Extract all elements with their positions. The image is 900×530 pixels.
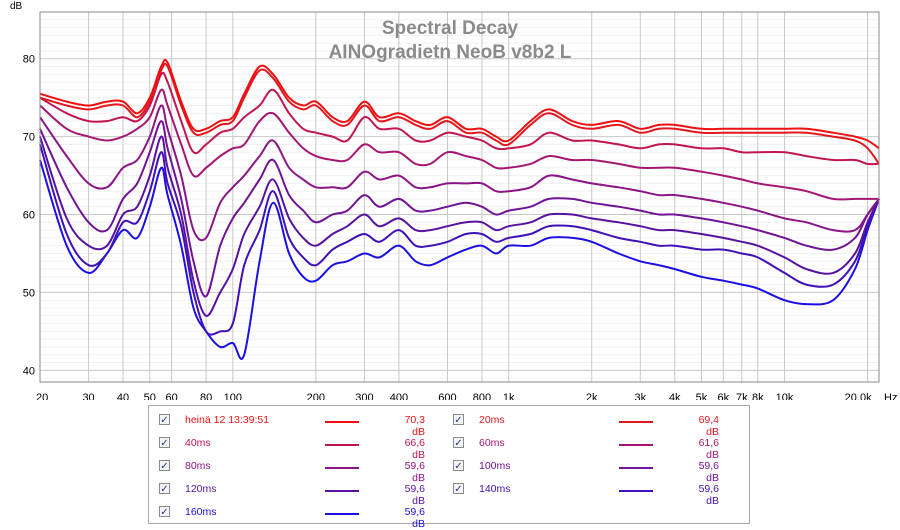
legend-line-swatch [325,513,359,515]
legend-label: 40ms [185,437,211,449]
legend-item: ✓ 80ms 59,6 dB [159,457,459,484]
legend-panel: ✓ heinä 12 13:39:51 70,3 dB ✓ 20ms 69,4 dB ✓ 40… [148,405,753,530]
legend-checkbox[interactable]: ✓ [159,437,170,449]
series-layer [39,11,880,383]
chart-title: Spectral Decay [382,18,519,39]
x-tick-label: 80 [200,392,212,400]
x-axis-label: Hz [884,392,897,400]
chart-subtitle: AINOgradietn NeoB v8b2 L [329,42,572,63]
series-line [39,144,880,336]
legend-item: ✓ 60ms 61,6 dB [453,434,753,461]
legend-item: ✓ 40ms 66,6 dB [159,434,459,461]
legend-item: ✓ 120ms 59,6 dB [159,480,459,507]
x-tick-label: 600 [438,392,456,400]
legend-line-swatch [619,421,653,423]
plot-border [39,11,880,383]
series-line [39,62,880,165]
x-tick-label: 60 [165,392,177,400]
series-line [39,135,880,317]
legend-checkbox[interactable]: ✓ [453,460,464,472]
legend-label: 80ms [185,460,211,472]
legend-value: 59,6 dB [698,460,719,484]
y-axis: dB 40 50 60 70 80 [10,1,35,377]
legend-value: 70,3 dB [404,414,425,438]
legend-item: ✓ 20ms 69,4 dB [453,411,753,438]
legend-line-swatch [325,490,359,492]
legend-label: 20ms [479,414,505,426]
legend-line-swatch [325,467,359,469]
legend-line-swatch [325,421,359,423]
legend-checkbox[interactable]: ✓ [453,437,464,449]
series-line [39,120,880,298]
y-tick-label: 50 [23,287,35,299]
legend-item: ✓ 160ms 59,6 dB [159,503,459,530]
x-tick-label: 6k [718,392,730,400]
series-line [39,159,880,360]
legend-label: 160ms [185,506,217,518]
legend-label: 100ms [479,460,511,472]
legend-label: 120ms [185,483,217,495]
y-axis-label: dB [10,1,23,12]
series-line [39,58,880,150]
x-tick-label: 300 [355,392,373,400]
x-tick-label: 100 [224,392,242,400]
x-tick-label: 2k [586,392,598,400]
x-axis: Hz 20 30 40 50 60 80 100 200 300 400 600 800 1k 2k 3k 4… [36,392,897,400]
legend-item: ✓ heinä 12 13:39:51 70,3 dB [159,411,459,438]
legend-label: 60ms [479,437,505,449]
x-tick-label: 800 [473,392,491,400]
legend-checkbox[interactable]: ✓ [159,483,170,495]
x-tick-label: 20,0k [845,392,872,400]
legend-checkbox[interactable]: ✓ [453,414,464,426]
legend-label: 140ms [479,483,511,495]
legend-value: 66,6 dB [404,437,425,461]
legend-checkbox[interactable]: ✓ [159,460,170,472]
x-tick-label: 20 [36,392,48,400]
legend-value: 59,6 dB [404,483,425,507]
legend-line-swatch [619,467,653,469]
y-tick-label: 60 [23,210,35,222]
legend-checkbox[interactable]: ✓ [159,414,170,426]
x-tick-label: 7k [736,392,748,400]
legend-item: ✓ 100ms 59,6 dB [453,457,753,484]
legend-value: 59,6 dB [404,460,425,484]
chart-title-group: Spectral Decay AINOgradietn NeoB v8b2 L [329,18,572,63]
x-tick-label: 50 [144,392,156,400]
major-grid [39,12,879,382]
x-tick-label: 5k [696,392,708,400]
legend-checkbox[interactable]: ✓ [453,483,464,495]
x-tick-label: 200 [307,392,325,400]
y-tick-label: 80 [23,54,35,66]
legend-line-swatch [619,444,653,446]
legend-value: 69,4 dB [698,414,719,438]
x-tick-label: 3k [634,392,646,400]
legend-line-swatch [325,444,359,446]
x-tick-label: 40 [117,392,129,400]
x-tick-label: 4k [669,392,681,400]
plot-area [39,11,880,383]
y-tick-label: 70 [23,132,35,144]
series-line [39,88,879,201]
x-tick-label: 400 [390,392,408,400]
series-line [39,71,880,166]
minor-grid [40,11,879,379]
x-tick-label: 8k [752,392,764,400]
legend-checkbox[interactable]: ✓ [159,506,170,518]
x-tick-label: 10k [776,392,794,400]
legend-value: 61,6 dB [698,437,719,461]
series-line [39,104,880,242]
legend-item: ✓ 140ms 59,6 dB [453,480,753,507]
legend-label: heinä 12 13:39:51 [185,414,270,426]
y-tick-label: 40 [23,365,35,377]
x-tick-label: 30 [82,392,94,400]
legend-value: 59,6 dB [698,483,719,507]
legend-value: 59,6 dB [404,506,425,530]
legend-line-swatch [619,490,653,492]
x-tick-label: 1k [503,392,515,400]
spectral-decay-chart: Spectral Decay AINOgradietn NeoB v8b2 L … [10,1,897,400]
